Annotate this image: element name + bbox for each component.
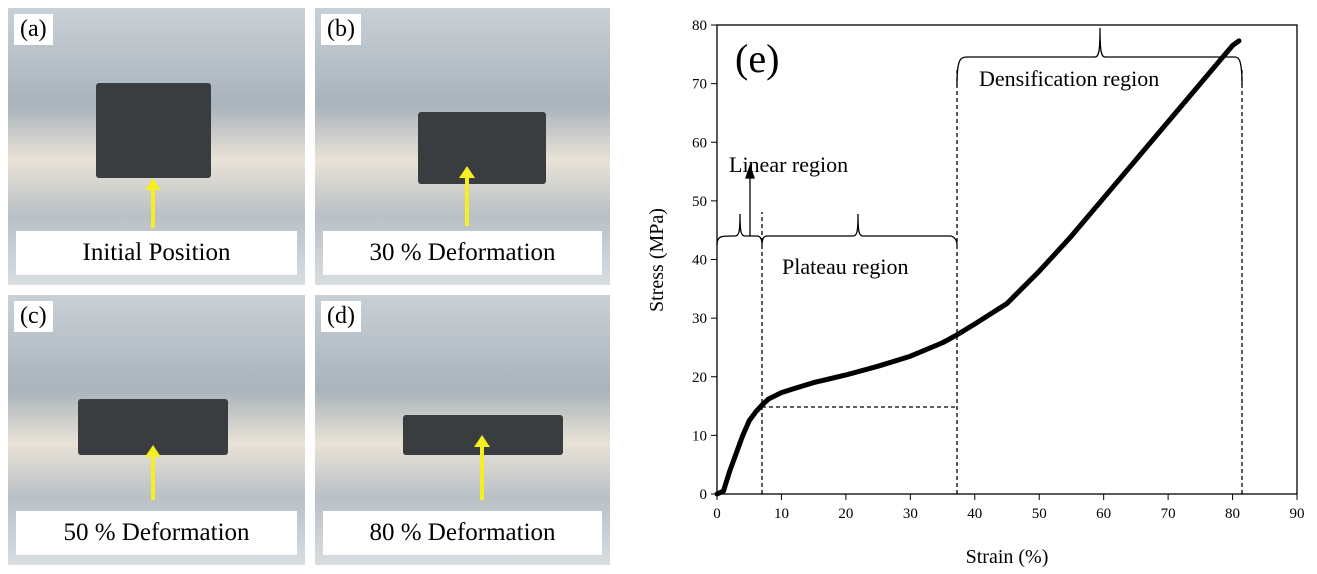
x-tick-label: 0 [713,506,721,522]
sample [96,83,211,178]
x-tick-label: 70 [1161,506,1176,522]
caption: 80 % Deformation [323,511,602,555]
annotation: Plateau region [782,254,908,279]
y-axis-label: Stress (MPa) [646,208,668,312]
x-tick-label: 50 [1032,506,1047,522]
brace [956,27,1243,86]
arrow [474,435,490,500]
y-tick-label: 0 [700,487,708,503]
panel-label: (e) [735,36,779,81]
brace [716,213,958,246]
arrow [145,445,161,500]
caption: Initial Position [16,231,297,275]
caption: 30 % Deformation [323,231,602,275]
photo-panel: (d) 80 % Deformation [315,295,610,565]
panel-label: (d) [321,301,361,332]
x-tick-label: 30 [903,506,918,522]
panel-label: (c) [14,301,53,332]
x-tick-label: 10 [774,506,789,522]
arrow [145,178,161,228]
annotation: Densification region [979,66,1159,91]
x-tick-label: 60 [1096,506,1111,522]
photo-panel: (c) 50 % Deformation [8,295,305,565]
x-tick-label: 20 [838,506,853,522]
caption: 50 % Deformation [16,511,297,555]
y-tick-label: 80 [692,18,707,34]
y-tick-label: 10 [692,428,707,444]
region-boundary [761,70,1243,494]
y-tick-label: 20 [692,370,707,386]
y-tick-label: 60 [692,135,707,151]
panel-label: (a) [14,14,53,45]
sample [418,112,546,184]
annotation-lines [716,27,1243,494]
x-tick-label: 90 [1290,506,1305,522]
data-line [714,38,1242,497]
y-tick-label: 70 [692,77,707,93]
y-tick-label: 30 [692,311,707,327]
annotation: Linear region [729,152,848,177]
x-tick-label: 40 [967,506,982,522]
x-tick-label: 80 [1225,506,1240,522]
panel-label: (b) [321,14,361,45]
y-tick-label: 50 [692,194,707,210]
y-tick-label: 40 [692,253,707,269]
photo-panel: (b) 30 % Deformation [315,8,610,285]
x-axis-label: Strain (%) [966,546,1049,568]
arrow [459,166,475,226]
photo-panel: (a) Initial Position [8,8,305,285]
chart: (e) Linear region Plateau region Densifi… [646,18,1305,568]
arrow [745,163,755,236]
